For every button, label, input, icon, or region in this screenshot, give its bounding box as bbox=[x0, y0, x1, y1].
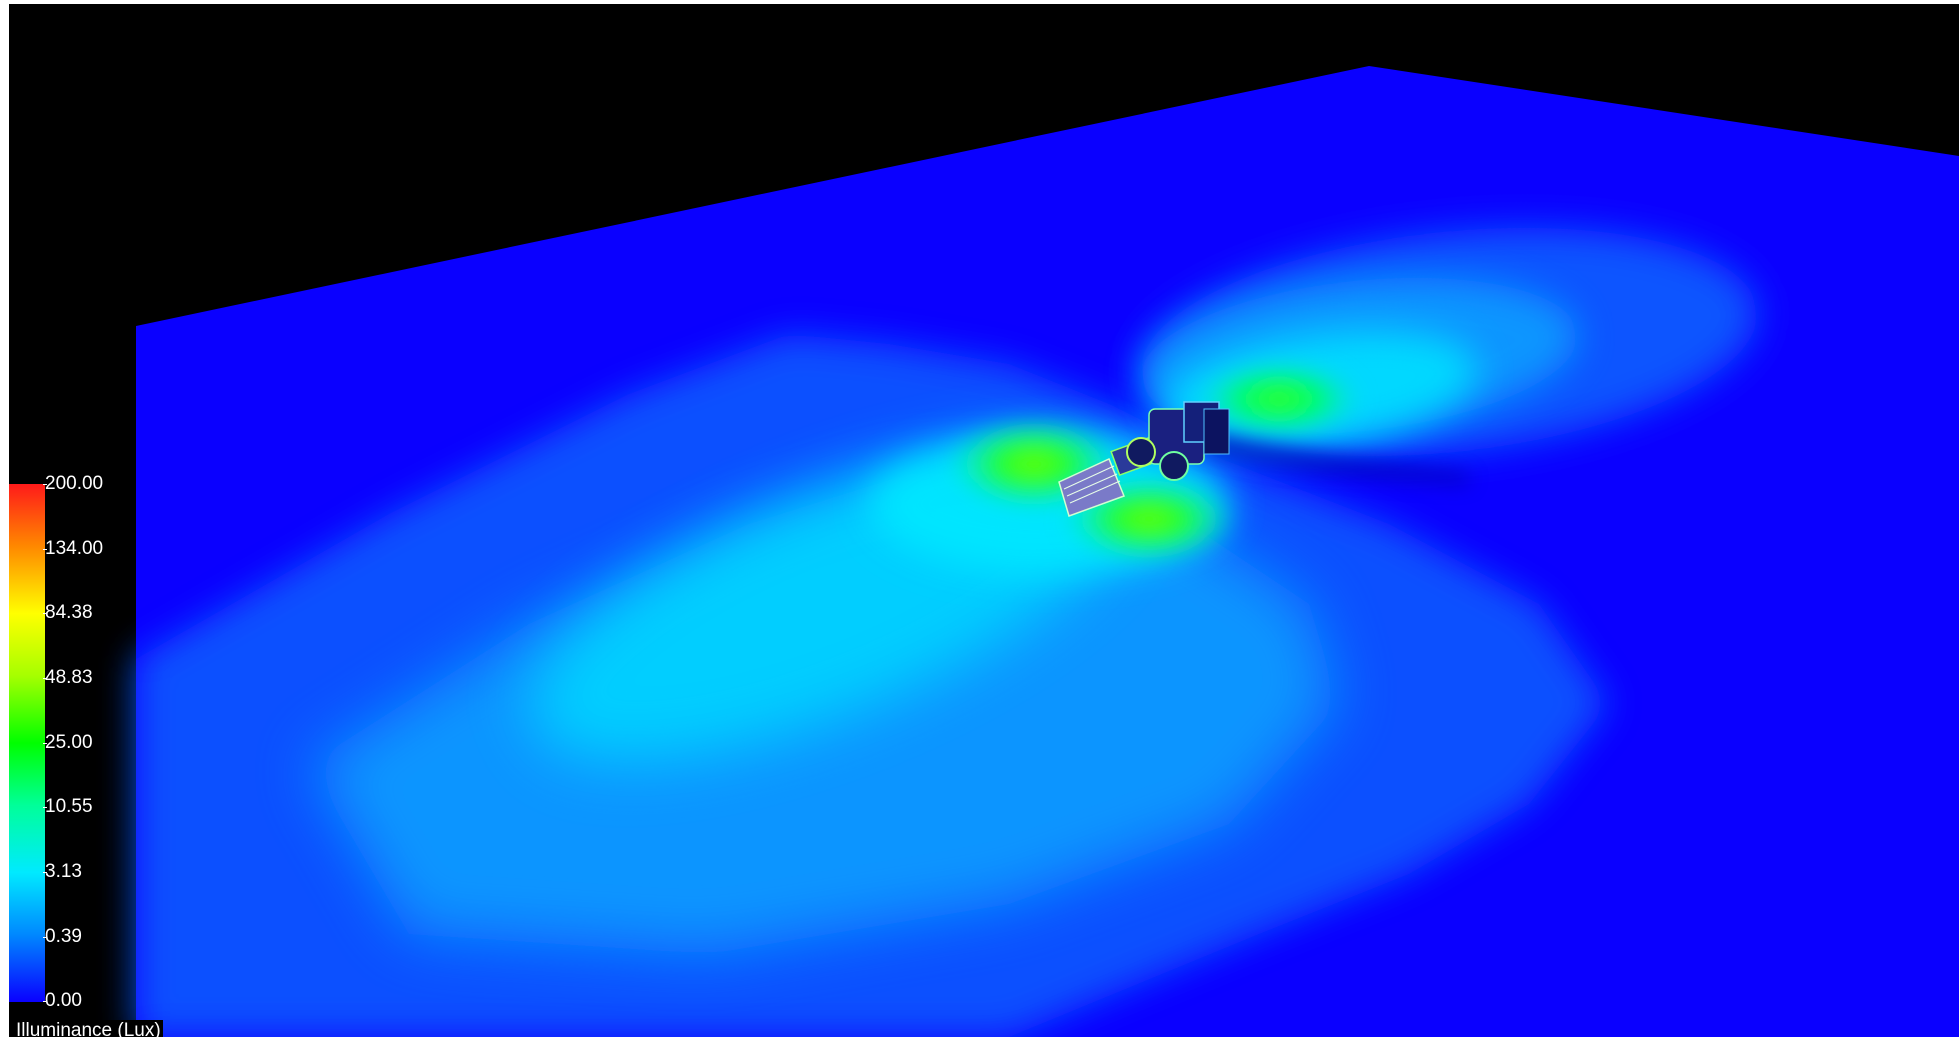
legend-tick bbox=[43, 484, 47, 485]
legend-tick bbox=[43, 937, 47, 938]
legend-label-3: 3.13 bbox=[45, 861, 82, 882]
illuminance-legend: 200.00 134.00 84.38 48.83 25.00 10.55 3.… bbox=[9, 474, 149, 1011]
legend-tick bbox=[43, 678, 47, 679]
legend-label-039: 0.39 bbox=[45, 926, 82, 947]
machine-shadow bbox=[1199, 434, 1469, 484]
legend-tick bbox=[43, 613, 47, 614]
legend-label-0: 0.00 bbox=[45, 990, 82, 1011]
legend-tick bbox=[43, 872, 47, 873]
legend-tick bbox=[43, 743, 47, 744]
legend-label-48: 48.83 bbox=[45, 667, 93, 688]
illuminance-scene[interactable] bbox=[9, 4, 1959, 1037]
legend-label-200: 200.00 bbox=[45, 473, 104, 494]
hotspot-right bbox=[1194, 359, 1364, 439]
legend-label-134: 134.00 bbox=[45, 538, 104, 559]
legend-label-84: 84.38 bbox=[45, 602, 93, 623]
legend-color-bar bbox=[9, 484, 45, 1002]
legend-tick bbox=[43, 549, 47, 550]
wheel-loader-icon[interactable] bbox=[1058, 401, 1230, 517]
legend-tick bbox=[43, 807, 47, 808]
legend-title: Illuminance (Lux) bbox=[16, 1020, 163, 1037]
legend-label-25: 25.00 bbox=[45, 732, 93, 753]
render-viewport[interactable]: 200.00 134.00 84.38 48.83 25.00 10.55 3.… bbox=[9, 4, 1959, 1037]
legend-label-10: 10.55 bbox=[45, 796, 93, 817]
legend-tick bbox=[43, 1001, 47, 1002]
